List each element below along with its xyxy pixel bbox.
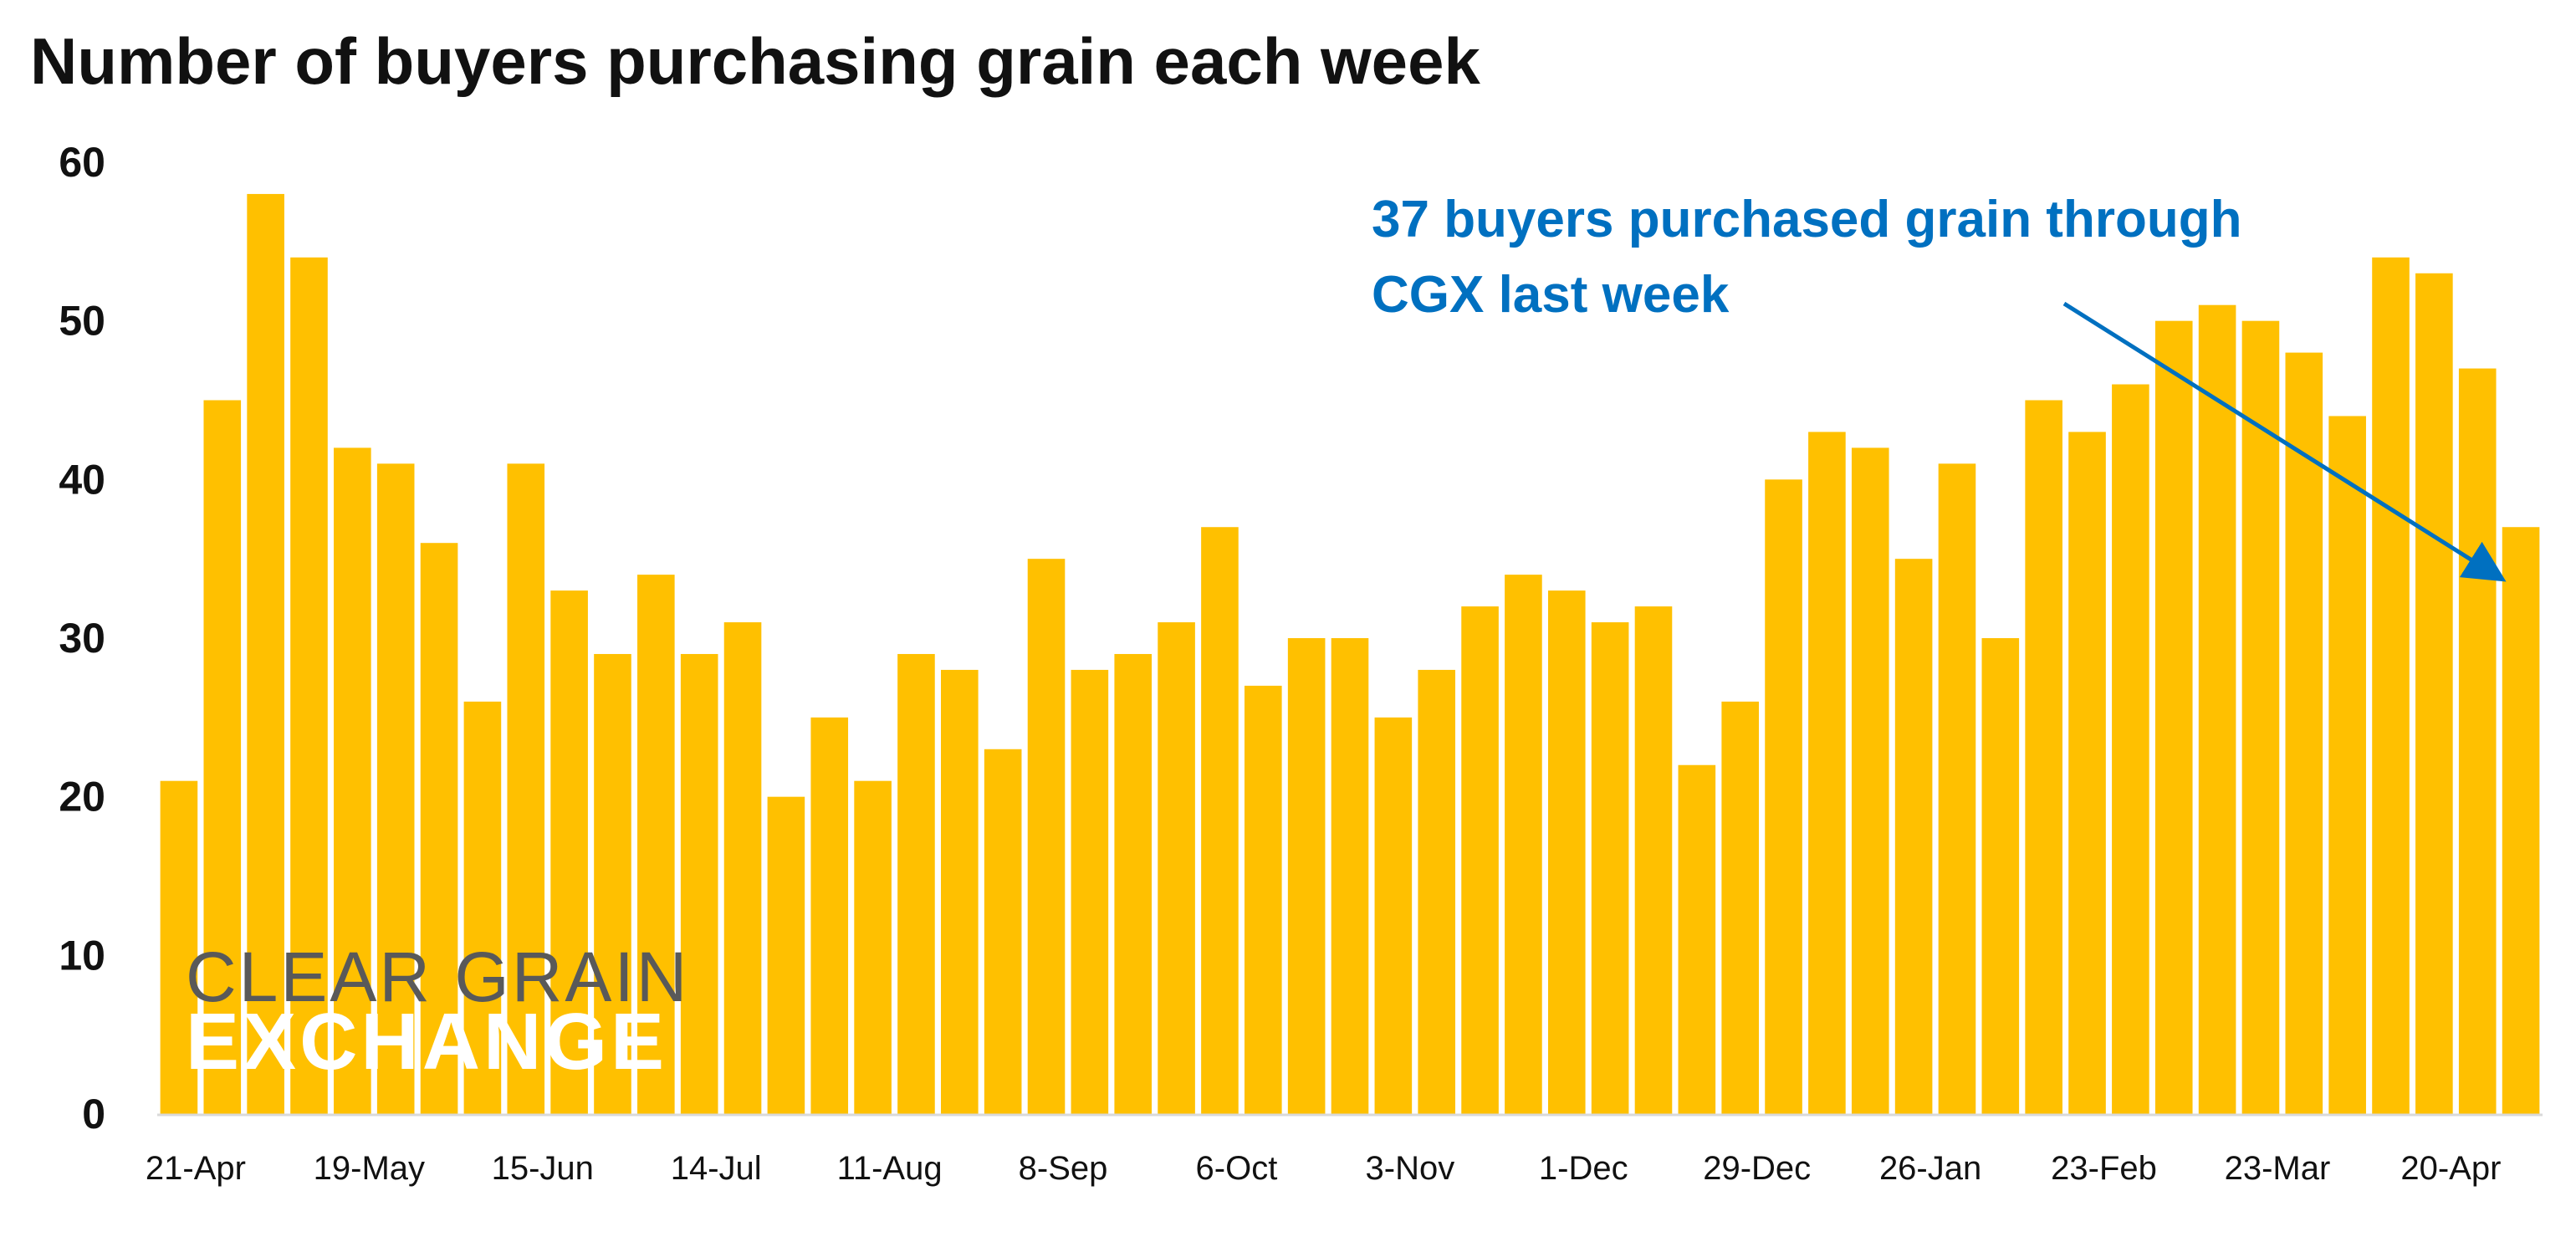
bar: [810, 717, 849, 1114]
bar: [1201, 527, 1239, 1114]
bar: [2068, 432, 2106, 1114]
x-tick-label: 6-Oct: [1196, 1150, 1278, 1187]
bar: [1027, 559, 1066, 1114]
x-tick-label: 21-Apr: [146, 1150, 246, 1187]
y-axis-ticks: 0 10 20 30 40 50 60: [59, 139, 105, 1137]
x-tick-label: 8-Sep: [1019, 1150, 1108, 1187]
bar: [680, 653, 718, 1114]
bar: [2025, 400, 2062, 1114]
bar: [1287, 638, 1326, 1114]
bar: [507, 463, 545, 1114]
bar: [1981, 638, 2020, 1114]
bar: [1244, 685, 1282, 1114]
x-tick-label: 23-Feb: [2051, 1150, 2157, 1187]
chart-title: Number of buyers purchasing grain each w…: [30, 24, 1480, 98]
bar: [984, 749, 1022, 1114]
annotation-arrow: [2062, 301, 2507, 582]
x-axis-ticks: 21-Apr 19-May 15-Jun 14-Jul 11-Aug 8-Sep 6-Oct…: [146, 1150, 2501, 1187]
y-tick-label: 20: [59, 774, 105, 820]
bar: [1374, 717, 1413, 1114]
bar: [247, 193, 284, 1114]
y-tick-label: 60: [59, 139, 105, 186]
bar: [2154, 320, 2193, 1115]
x-tick-label: 20-Apr: [2400, 1150, 2501, 1187]
clear-grain-exchange-logo: CLEAR GRAIN EXCHANGE: [186, 938, 689, 1086]
x-tick-label: 1-Dec: [1539, 1150, 1628, 1187]
bar: [160, 780, 198, 1114]
annotation: 37 buyers purchased grain through CGX la…: [1372, 191, 2507, 582]
bar: [897, 653, 935, 1114]
bar: [1418, 669, 1456, 1114]
bar: [941, 669, 979, 1114]
bar: [203, 400, 242, 1114]
bar: [2198, 304, 2236, 1114]
bar: [2112, 384, 2149, 1114]
bar: [376, 463, 415, 1114]
x-tick-label: 19-May: [314, 1150, 425, 1187]
y-tick-label: 0: [82, 1091, 105, 1137]
y-tick-label: 30: [59, 615, 105, 662]
y-tick-label: 50: [59, 298, 105, 345]
bar: [2372, 257, 2410, 1114]
x-tick-label: 14-Jul: [671, 1150, 762, 1187]
bar: [1331, 638, 1369, 1114]
bar: [2241, 320, 2280, 1115]
bar: [1071, 669, 1109, 1114]
bar: [1808, 432, 1846, 1114]
bar: [550, 590, 588, 1114]
x-tick-label: 26-Jan: [1879, 1150, 1981, 1187]
bar: [594, 653, 631, 1114]
bar: [1851, 447, 1889, 1114]
bar: [1461, 606, 1499, 1114]
y-tick-label: 10: [59, 932, 105, 979]
x-tick-label: 29-Dec: [1703, 1150, 1811, 1187]
x-tick-label: 11-Aug: [837, 1150, 943, 1187]
logo-line1: CLEAR GRAIN: [186, 938, 689, 1016]
annotation-line2: CGX last week: [1372, 266, 1730, 324]
bar: [290, 257, 328, 1114]
bar: [1591, 622, 1629, 1114]
bar: [1721, 701, 1759, 1114]
bar: [854, 780, 892, 1114]
bar: [1894, 559, 1933, 1114]
bar: [2415, 273, 2453, 1114]
bar: [334, 447, 371, 1114]
bar: [1765, 479, 1802, 1114]
bar: [2458, 368, 2497, 1115]
bar: [637, 575, 675, 1114]
x-tick-label: 23-Mar: [2225, 1150, 2331, 1187]
bar: [1938, 463, 1976, 1114]
bar: [1158, 622, 1195, 1114]
bar: [463, 701, 502, 1114]
logo-line2: EXCHANGE: [186, 997, 667, 1086]
bar: [2328, 416, 2366, 1114]
bar: [2285, 352, 2323, 1115]
x-tick-label: 3-Nov: [1366, 1150, 1455, 1187]
bars: [160, 193, 2540, 1115]
bar: [420, 543, 458, 1114]
bar: [1678, 764, 1716, 1114]
bar: [1505, 575, 1542, 1114]
bar: [723, 622, 762, 1114]
bar: [1114, 653, 1153, 1114]
bar: [1547, 590, 1586, 1114]
x-tick-label: 15-Jun: [492, 1150, 594, 1187]
bar: [1634, 606, 1673, 1114]
annotation-line1: 37 buyers purchased grain through: [1372, 191, 2241, 248]
bar: [767, 796, 805, 1114]
bar: [2502, 527, 2540, 1114]
y-tick-label: 40: [59, 456, 105, 503]
